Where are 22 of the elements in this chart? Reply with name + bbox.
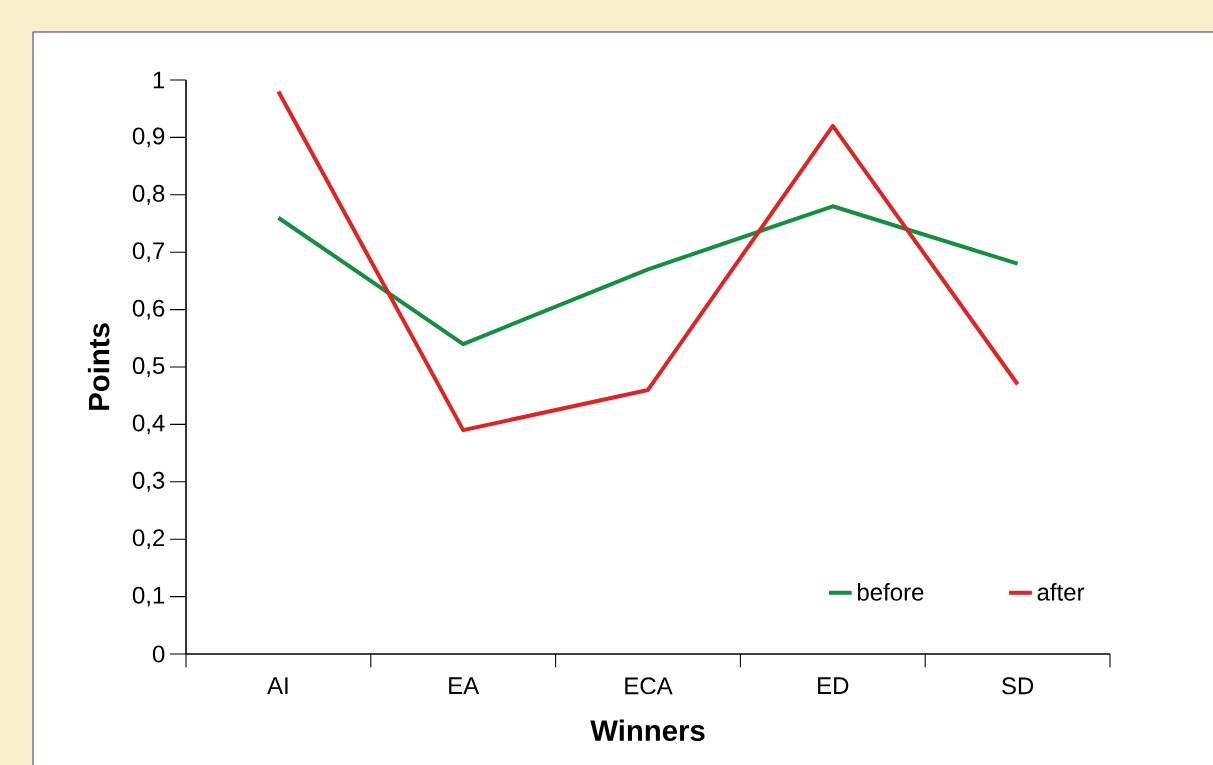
y-tick-label: 0,9	[132, 127, 165, 148]
y-tick-label: 0,3	[132, 471, 165, 492]
x-tick-label: SD	[1002, 677, 1034, 695]
x-axis-title: Winners	[590, 719, 705, 742]
y-tick-label: 0,5	[132, 357, 165, 377]
line-series	[276, 204, 1020, 347]
y-tick-label: 0,4	[132, 414, 165, 435]
legend-label: before	[857, 583, 924, 601]
y-tick-label: 1	[153, 71, 165, 89]
y-tick-label: 0,7	[132, 242, 165, 263]
x-tick-label: EA	[449, 677, 480, 694]
x-tick-label: ED	[818, 677, 849, 694]
y-tick-label: 0,6	[132, 299, 165, 320]
x-tick-label: AI	[267, 677, 288, 694]
y-tick-label: 0,2	[132, 529, 165, 550]
y-tick-label: 0	[152, 645, 165, 663]
line-series	[276, 89, 1020, 433]
x-tick-label: ECA	[625, 677, 673, 695]
y-tick-label: 0,8	[132, 184, 165, 205]
legend-label: after	[1037, 583, 1085, 601]
y-axis-title: Points	[87, 323, 110, 410]
y-tick-label: 0,1	[132, 586, 165, 607]
